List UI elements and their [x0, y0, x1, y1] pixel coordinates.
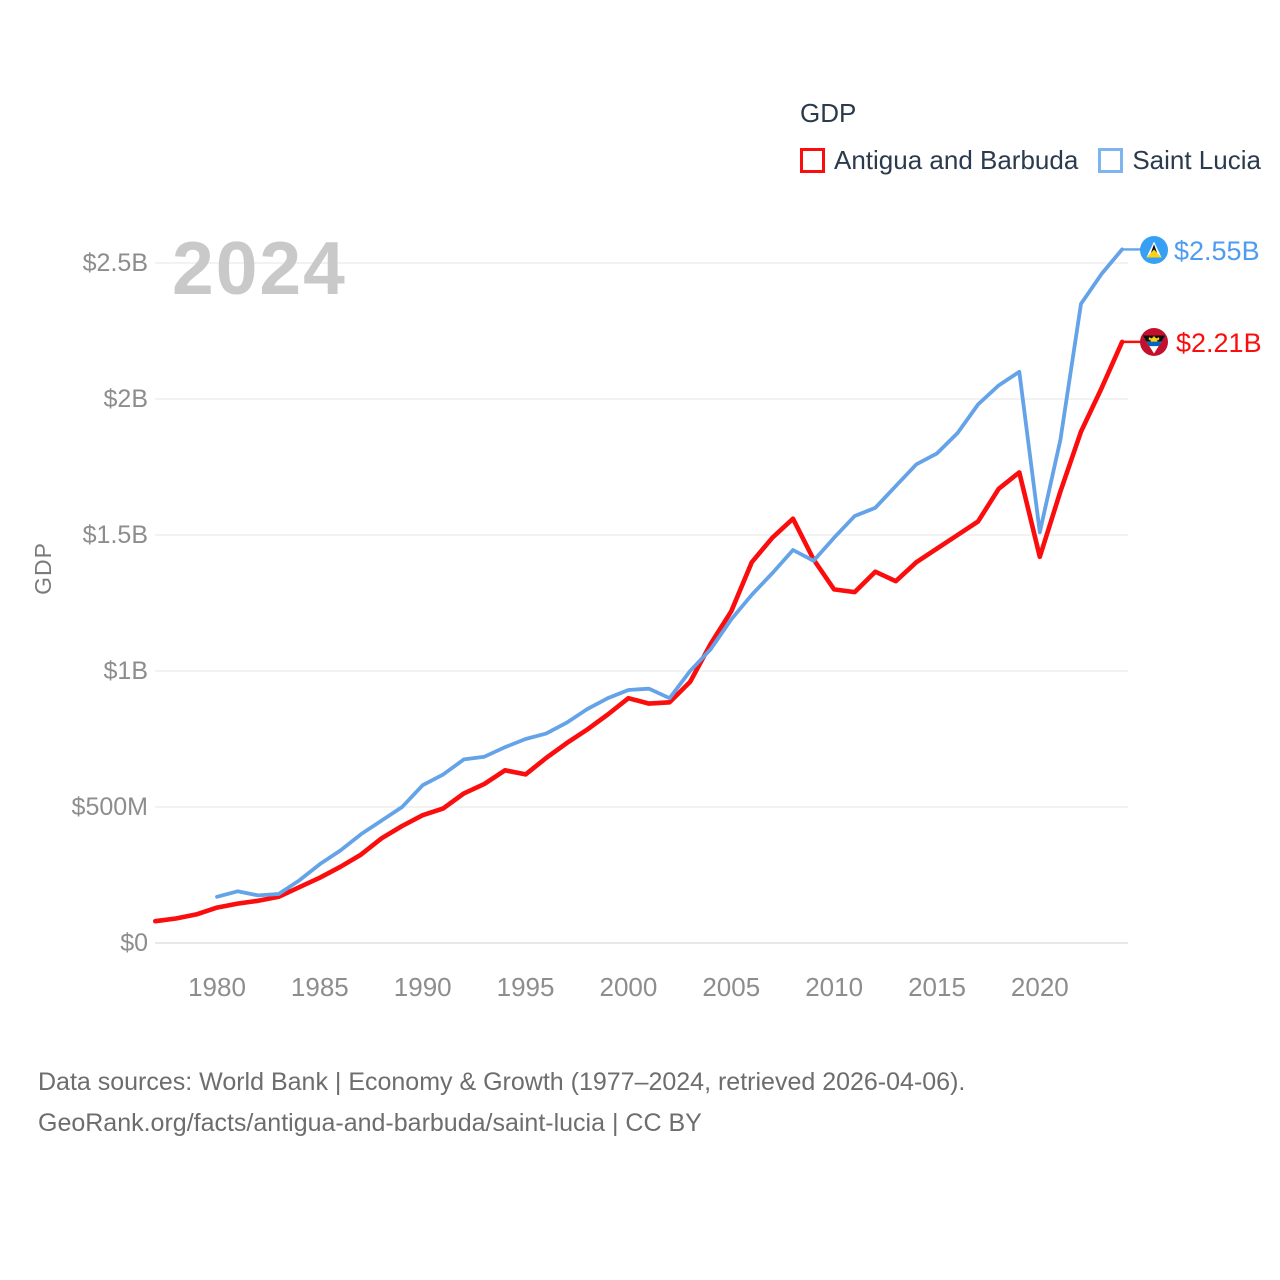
- legend-item-saint-lucia[interactable]: Saint Lucia: [1098, 145, 1261, 176]
- legend-item-label: Saint Lucia: [1132, 145, 1261, 175]
- y-tick-label: $0: [120, 929, 148, 957]
- gdp-line-antigua-and-barbuda[interactable]: [153, 339, 1125, 924]
- saint-lucia-flag-icon: [1140, 236, 1168, 264]
- x-tick-label: 2015: [908, 972, 966, 1002]
- chart-footer: Data sources: World Bank | Economy & Gro…: [38, 1062, 965, 1144]
- x-tick-label: 1995: [496, 972, 555, 1002]
- x-tick-label: 2020: [1010, 972, 1069, 1002]
- year-watermark: 2024: [172, 226, 347, 310]
- x-tick-label: 1980: [188, 972, 246, 1002]
- y-tick-label: $1B: [103, 657, 148, 685]
- series-layer: [153, 247, 1125, 924]
- antigua-series-swatch-icon: [800, 148, 825, 173]
- data-sources-line: Data sources: World Bank | Economy & Gro…: [38, 1068, 966, 1096]
- y-tick-label: $500M: [71, 793, 148, 821]
- x-tick-label: 1985: [290, 972, 349, 1002]
- legend-title: GDP: [800, 98, 857, 128]
- saint-lucia-end-value-label: $2.55B: [1174, 236, 1260, 266]
- legend-items: Antigua and Barbuda Saint Lucia: [800, 145, 1261, 176]
- x-tick-label: 2000: [599, 972, 658, 1002]
- antigua-and-barbuda-end-value-label: $2.21B: [1176, 328, 1262, 358]
- antigua-and-barbuda-flag-icon: [1140, 328, 1168, 356]
- gdp-line-saint-lucia[interactable]: [215, 247, 1124, 899]
- x-tick-label: 2005: [702, 972, 761, 1002]
- x-tick-label: 2010: [805, 972, 864, 1002]
- legend-item-label: Antigua and Barbuda: [834, 145, 1079, 175]
- legend-item-antigua-and-barbuda[interactable]: Antigua and Barbuda: [800, 145, 1078, 176]
- x-tick-label: 1990: [393, 972, 452, 1002]
- saint-lucia-series-swatch-icon: [1098, 148, 1124, 173]
- legend: GDP Antigua and Barbuda Saint Lucia: [800, 98, 1261, 176]
- gridlines-layer: [155, 262, 1128, 944]
- y-tick-label: $2B: [103, 385, 148, 413]
- y-tick-label: $1.5B: [82, 521, 148, 549]
- y-tick-label: $2.5B: [82, 249, 148, 277]
- attribution-line: GeoRank.org/facts/antigua-and-barbuda/sa…: [38, 1109, 702, 1137]
- label-connectors-layer: [1122, 248, 1142, 344]
